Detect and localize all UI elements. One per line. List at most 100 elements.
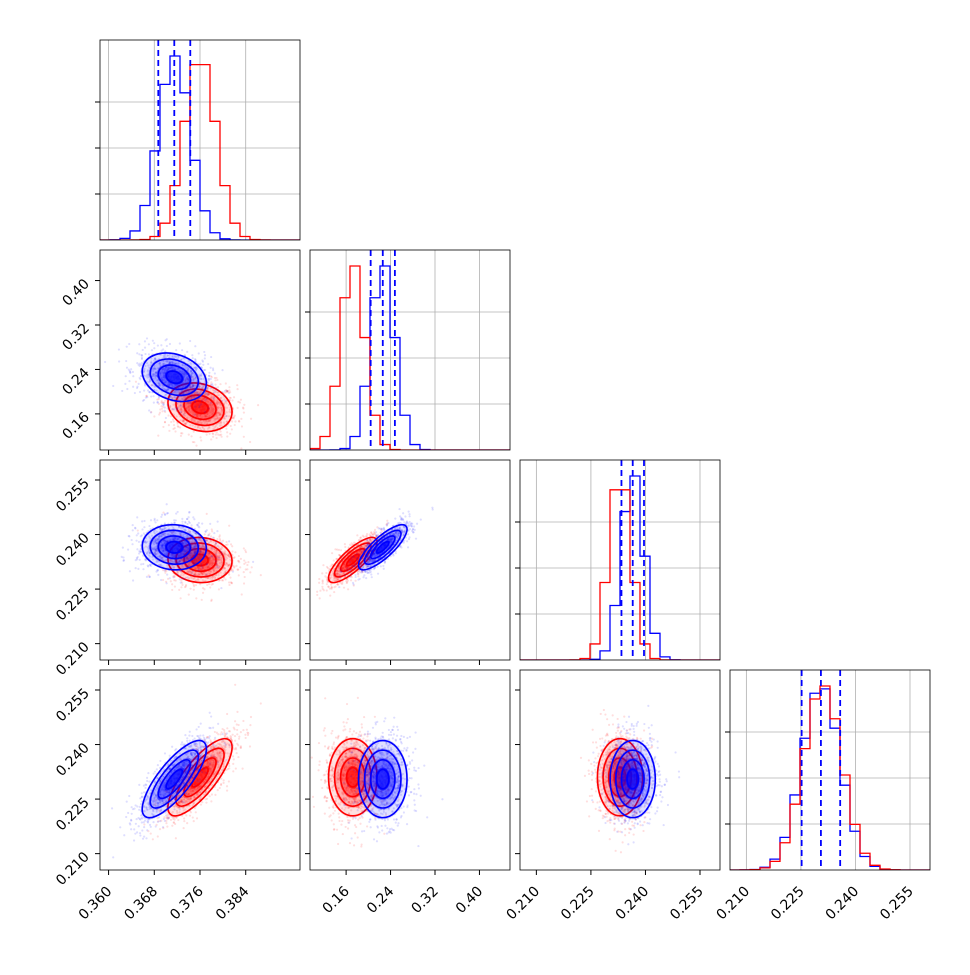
panel-content xyxy=(316,507,434,600)
scatter-point xyxy=(132,524,134,526)
scatter-point xyxy=(164,572,166,574)
scatter-point xyxy=(206,584,208,586)
scatter-point xyxy=(322,588,324,590)
scatter-point xyxy=(210,402,212,404)
scatter-point xyxy=(208,534,210,536)
scatter-point xyxy=(190,435,192,437)
scatter-point xyxy=(167,404,169,406)
scatter-point xyxy=(140,563,142,565)
scatter-point xyxy=(241,593,243,595)
scatter-point xyxy=(373,531,375,533)
scatter-point xyxy=(156,519,158,521)
scatter-point xyxy=(164,406,166,408)
scatter-point xyxy=(192,441,194,443)
scatter-point xyxy=(197,569,199,571)
scatter-point xyxy=(148,525,150,527)
scatter-point xyxy=(195,445,197,447)
scatter-point xyxy=(153,347,155,349)
scatter-point xyxy=(318,578,320,580)
scatter-point xyxy=(206,392,208,394)
scatter-point xyxy=(210,356,212,358)
scatter-point xyxy=(188,570,190,572)
scatter-point xyxy=(175,349,177,351)
scatter-point xyxy=(208,552,210,554)
scatter-point xyxy=(211,547,213,549)
scatter-point xyxy=(141,520,143,522)
scatter-point xyxy=(322,579,324,581)
scatter-point xyxy=(165,417,167,419)
scatter-point xyxy=(420,518,422,520)
scatter-point xyxy=(186,518,188,520)
scatter-point xyxy=(214,390,216,392)
scatter-point xyxy=(153,342,155,344)
scatter-point xyxy=(153,415,155,417)
scatter-point xyxy=(382,565,384,567)
scatter-point xyxy=(139,391,141,393)
scatter-point xyxy=(243,436,245,438)
scatter-point xyxy=(146,337,148,339)
scatter-point xyxy=(380,565,382,567)
scatter-point xyxy=(352,556,354,558)
scatter-point xyxy=(179,578,181,580)
scatter-point xyxy=(243,582,245,584)
scatter-point xyxy=(370,531,372,533)
scatter-point xyxy=(392,554,394,556)
scatter-point xyxy=(208,372,210,374)
scatter-point xyxy=(171,583,173,585)
scatter-point xyxy=(216,389,218,391)
scatter-point xyxy=(349,544,351,546)
scatter-point xyxy=(193,574,195,576)
scatter-point xyxy=(232,571,234,573)
scatter-point xyxy=(188,521,190,523)
scatter-point xyxy=(181,349,183,351)
scatter-point xyxy=(138,541,140,543)
scatter-point xyxy=(128,380,130,382)
scatter-point xyxy=(138,550,140,552)
scatter-point xyxy=(238,555,240,557)
scatter-point xyxy=(157,344,159,346)
scatter-point xyxy=(169,343,171,345)
scatter-point xyxy=(218,557,220,559)
scatter-point xyxy=(173,408,175,410)
scatter-point xyxy=(241,425,243,427)
scatter-point xyxy=(246,568,248,570)
scatter-point xyxy=(220,551,222,553)
scatter-point xyxy=(356,534,358,536)
scatter-point xyxy=(164,410,166,412)
scatter-point xyxy=(204,396,206,398)
scatter-point xyxy=(222,540,224,542)
scatter-point xyxy=(225,541,227,543)
scatter-point xyxy=(206,513,208,515)
scatter-point xyxy=(179,412,181,414)
scatter-point xyxy=(237,569,239,571)
scatter-point xyxy=(337,583,339,585)
scatter-point xyxy=(154,521,156,523)
scatter-point xyxy=(136,516,138,518)
scatter-point xyxy=(319,597,321,599)
scatter-point xyxy=(225,428,227,430)
scatter-point xyxy=(318,582,320,584)
scatter-point xyxy=(319,590,321,592)
scatter-point xyxy=(168,424,170,426)
scatter-point xyxy=(177,574,179,576)
scatter-point xyxy=(190,572,192,574)
scatter-point xyxy=(177,511,179,513)
scatter-point xyxy=(190,524,192,526)
scatter-point xyxy=(166,582,168,584)
scatter-point xyxy=(157,574,159,576)
scatter-point xyxy=(386,520,388,522)
scatter-point xyxy=(356,559,358,561)
scatter-point xyxy=(210,600,212,602)
scatter-point xyxy=(136,534,138,536)
scatter-point xyxy=(205,530,207,532)
scatter-point xyxy=(173,579,175,581)
scatter-point xyxy=(198,352,200,354)
scatter-point xyxy=(208,557,210,559)
scatter-point xyxy=(378,527,380,529)
scatter-point xyxy=(228,525,230,527)
scatter-point xyxy=(187,516,189,518)
scatter-point xyxy=(166,503,168,505)
scatter-point xyxy=(163,403,165,405)
scatter-point xyxy=(395,552,397,554)
scatter-point xyxy=(177,425,179,427)
